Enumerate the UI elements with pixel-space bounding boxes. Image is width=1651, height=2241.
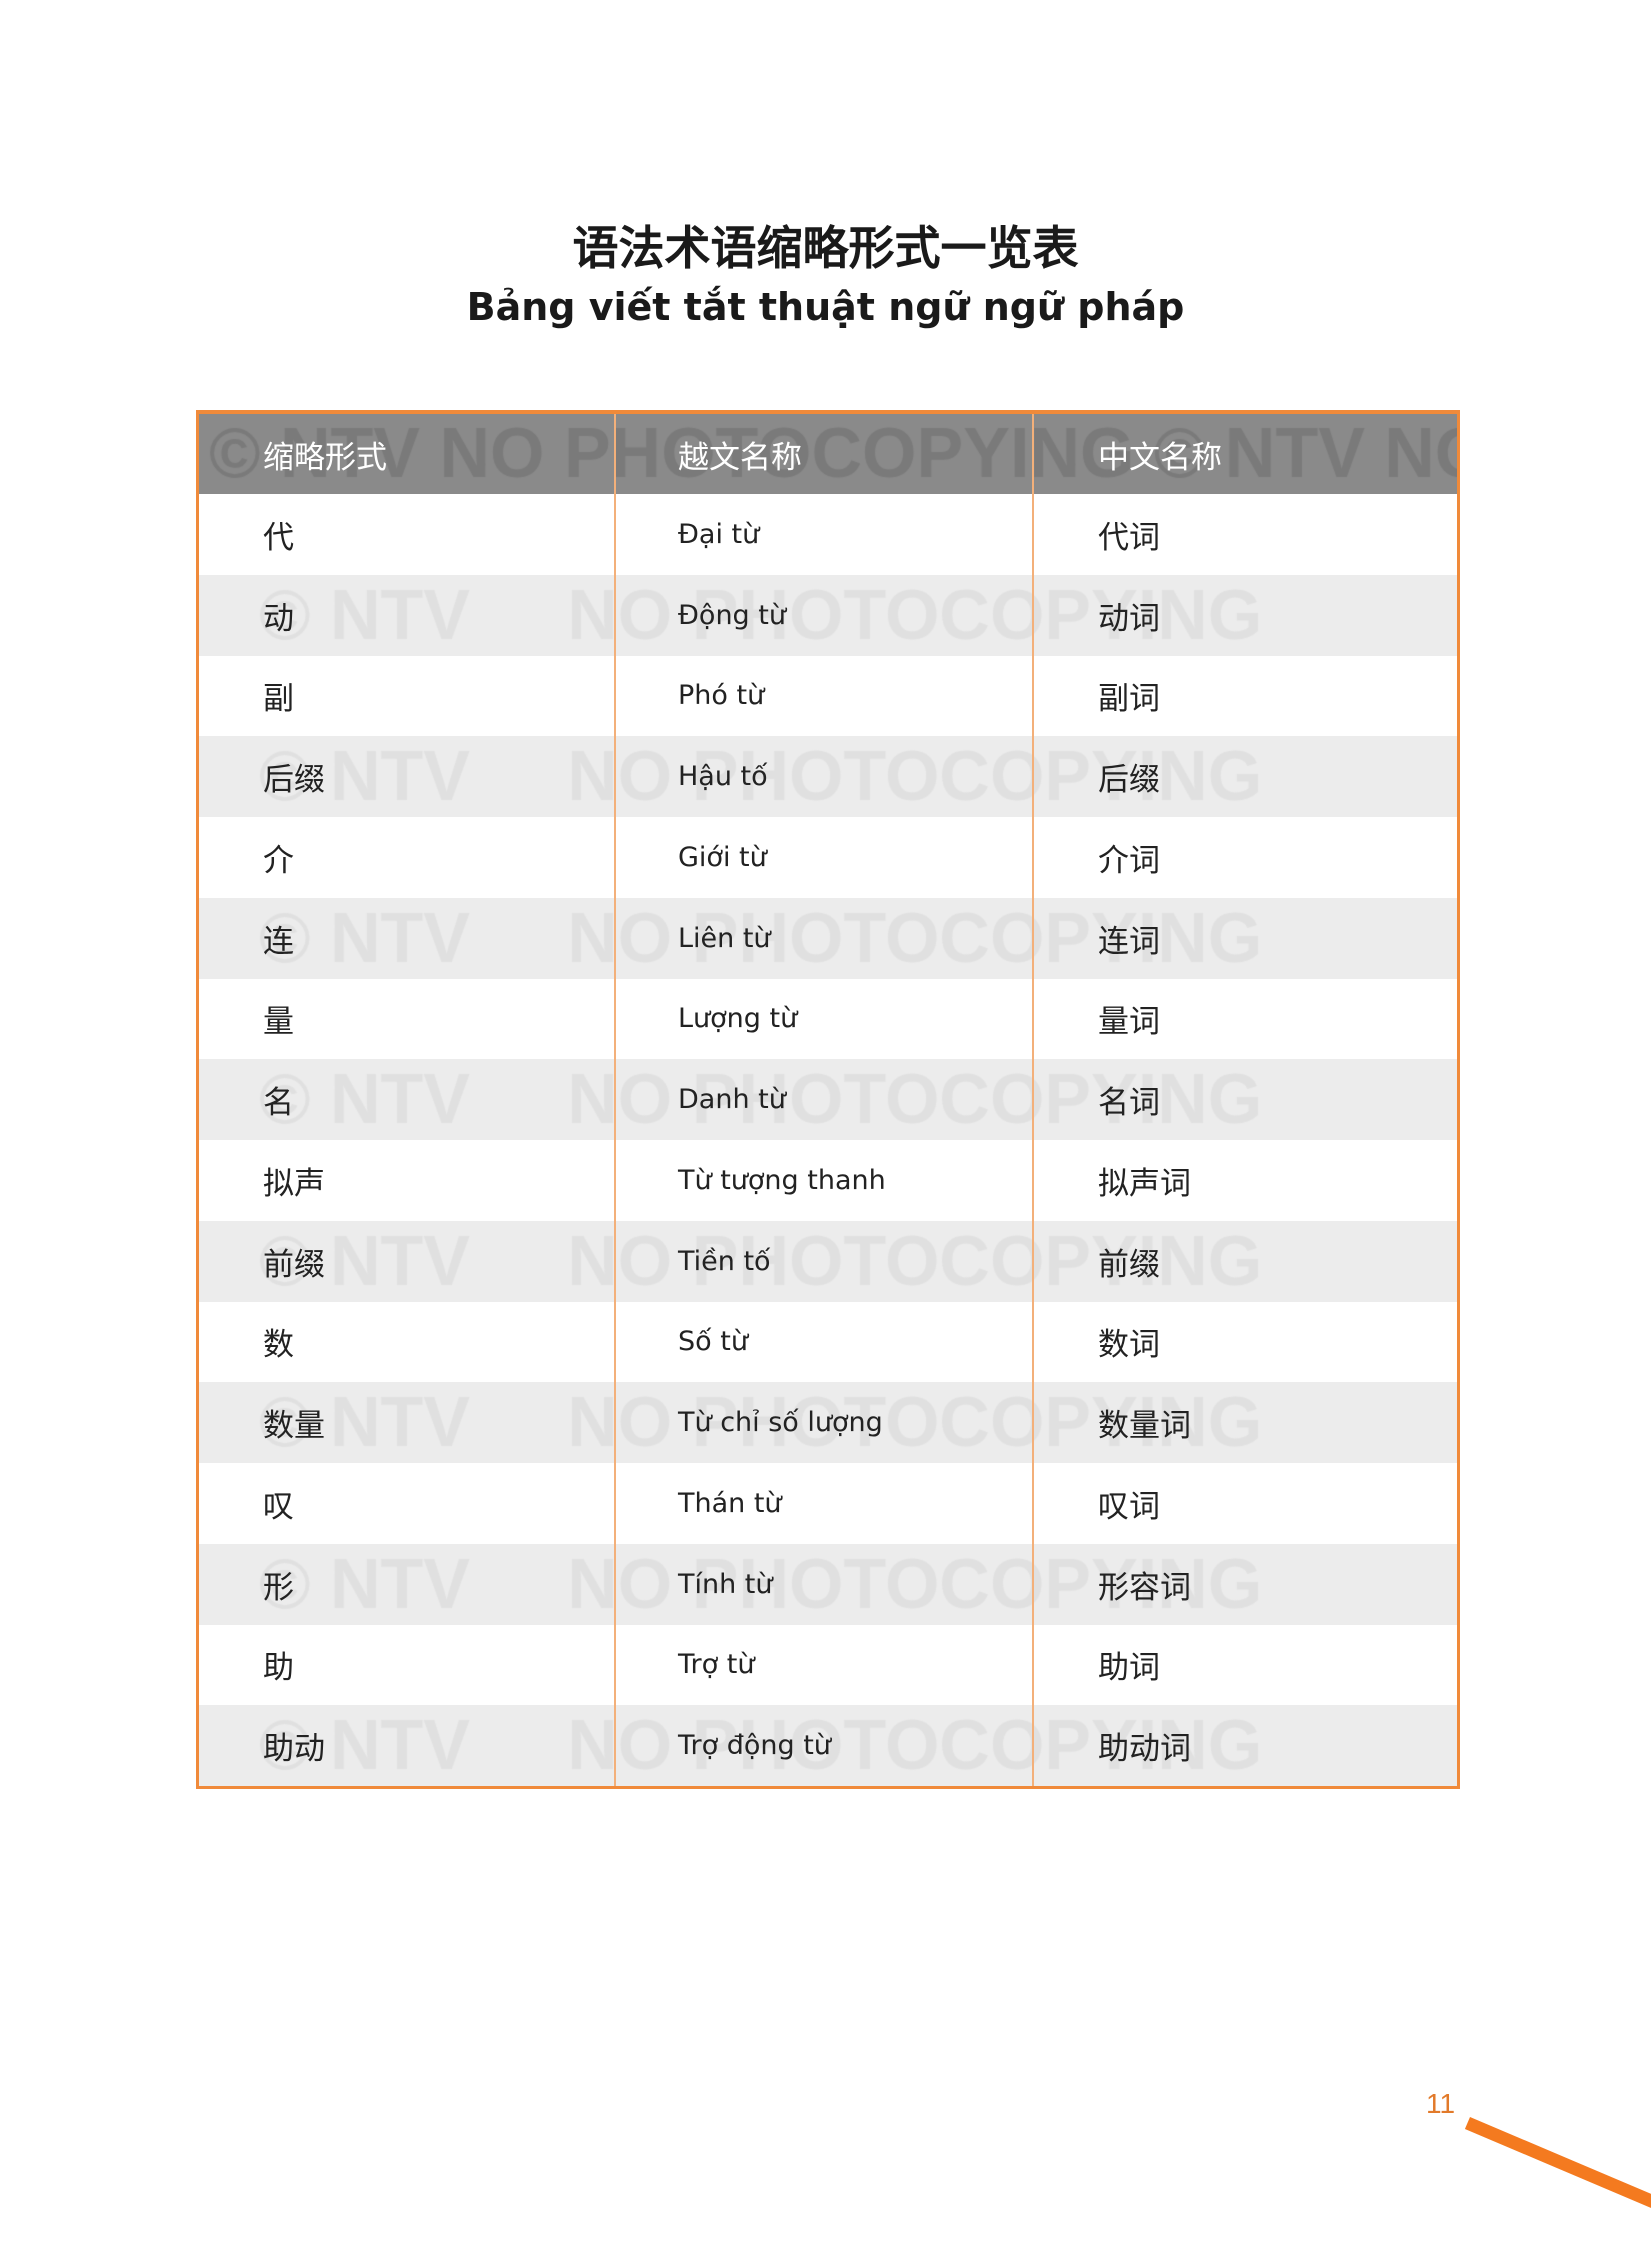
cell-abbreviation: 助动	[199, 1705, 616, 1786]
table-row: 形 Tính từ 形容词	[199, 1543, 1457, 1625]
table-row: 连 Liên từ 连词	[199, 897, 1457, 979]
cell-chinese-name: 代词	[1098, 519, 1160, 556]
cell-abbreviation: 量	[199, 978, 616, 1060]
table-row: 后缀 Hậu tố 后缀	[199, 736, 1457, 817]
cell-abbreviation: 前缀	[199, 1220, 616, 1302]
cell-chinese-name: 介词	[1098, 842, 1160, 879]
cell-vietnamese-name: Tính từ	[616, 1543, 1034, 1625]
table-row: 叹 Thán từ 叹词	[199, 1463, 1457, 1544]
cell-chinese-name: 叹词	[1098, 1488, 1160, 1525]
page-number: 11	[1426, 2088, 1456, 2119]
cell-abbreviation: 代	[199, 494, 616, 575]
table-row: 助动 Trợ động từ 助动词	[199, 1705, 1457, 1786]
cell-vietnamese-name: Trợ từ	[616, 1624, 1034, 1706]
header-vietnamese-name: 越文名称	[616, 414, 1034, 494]
table-row: 拟声 Từ tượng thanh 拟声词	[199, 1140, 1457, 1221]
cell-vietnamese-name: Trợ động từ	[616, 1705, 1034, 1786]
table-row: 数量 Từ chỉ số lượng 数量词	[199, 1382, 1457, 1463]
table-row: 动 Động từ 动词	[199, 574, 1457, 656]
cell-vietnamese-name: Giới từ	[616, 817, 1034, 898]
table-row: 数 Số từ 数词	[199, 1301, 1457, 1383]
cell-abbreviation: 名	[199, 1059, 616, 1140]
table-row: 副 Phó từ 副词	[199, 655, 1457, 737]
cell-abbreviation: 连	[199, 897, 616, 979]
table-row: 介 Giới từ 介词	[199, 817, 1457, 898]
cell-vietnamese-name: Liên từ	[616, 897, 1034, 979]
cell-chinese-name: 后缀	[1098, 762, 1160, 799]
decorative-stripe	[1464, 2117, 1651, 2219]
cell-chinese-name: 助动词	[1098, 1731, 1191, 1768]
table-row: 量 Lượng từ 量词	[199, 978, 1457, 1060]
cell-chinese-name: 形容词	[1098, 1569, 1191, 1606]
cell-vietnamese-name: Tiền tố	[616, 1220, 1034, 1302]
cell-abbreviation: 数	[199, 1301, 616, 1383]
cell-chinese-name: 数量词	[1098, 1408, 1191, 1445]
cell-chinese-name: 量词	[1098, 1004, 1160, 1041]
cell-abbreviation: 介	[199, 817, 616, 898]
page-subtitle: Bảng viết tắt thuật ngữ ngữ pháp	[466, 285, 1185, 329]
abbreviation-table: 缩略形式 越文名称 中文名称 代 Đại từ 代词动 Động từ 动词副 Phó t…	[196, 410, 1460, 1789]
cell-vietnamese-name: Đại từ	[616, 494, 1034, 575]
cell-abbreviation: 后缀	[199, 736, 616, 817]
cell-vietnamese-name: Lượng từ	[616, 978, 1034, 1060]
cell-vietnamese-name: Từ tượng thanh	[616, 1140, 1034, 1221]
header-abbreviation: 缩略形式	[199, 414, 616, 494]
cell-abbreviation: 副	[199, 655, 616, 737]
table-header: 缩略形式 越文名称 中文名称	[199, 414, 1457, 494]
cell-vietnamese-name: Số từ	[616, 1301, 1034, 1383]
cell-abbreviation: 助	[199, 1624, 616, 1706]
header-chinese-name: 中文名称	[1098, 439, 1222, 476]
cell-chinese-name: 数词	[1098, 1327, 1160, 1364]
table-row: 名 Danh từ 名词	[199, 1059, 1457, 1140]
cell-vietnamese-name: Danh từ	[616, 1059, 1034, 1140]
cell-vietnamese-name: Thán từ	[616, 1463, 1034, 1544]
cell-chinese-name: 副词	[1098, 681, 1160, 718]
cell-abbreviation: 形	[199, 1543, 616, 1625]
cell-abbreviation: 数量	[199, 1382, 616, 1463]
cell-chinese-name: 前缀	[1098, 1246, 1160, 1283]
cell-vietnamese-name: Phó từ	[616, 655, 1034, 737]
table-row: 前缀 Tiền tố 前缀	[199, 1220, 1457, 1302]
cell-vietnamese-name: Động từ	[616, 574, 1034, 656]
cell-abbreviation: 动	[199, 574, 616, 656]
cell-chinese-name: 连词	[1098, 923, 1160, 960]
table-row: 助 Trợ từ 助词	[199, 1624, 1457, 1706]
cell-abbreviation: 拟声	[199, 1140, 616, 1221]
page-title: 语法术语缩略形式一览表	[572, 221, 1079, 275]
cell-abbreviation: 叹	[199, 1463, 616, 1544]
cell-chinese-name: 名词	[1098, 1085, 1160, 1122]
cell-chinese-name: 动词	[1098, 600, 1160, 637]
table-row: 代 Đại từ 代词	[199, 494, 1457, 575]
cell-vietnamese-name: Từ chỉ số lượng	[616, 1382, 1034, 1463]
cell-chinese-name: 助词	[1098, 1650, 1160, 1687]
cell-vietnamese-name: Hậu tố	[616, 736, 1034, 817]
cell-chinese-name: 拟声词	[1098, 1165, 1191, 1202]
